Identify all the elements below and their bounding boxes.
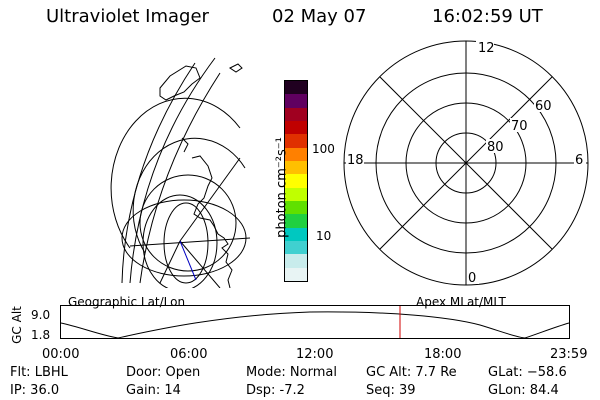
latitude-circle (163, 202, 209, 284)
spacecraft-nadir-line (179, 240, 197, 281)
colorbar-segment (285, 254, 307, 268)
date-label: 02 May 07 (272, 6, 367, 27)
ytick-bottom: 1.8 (31, 328, 51, 342)
longitude-arc (121, 62, 196, 284)
coastline (159, 65, 201, 101)
dsp-status: Dsp: -7.2 (246, 383, 305, 398)
meridian-line (159, 240, 181, 284)
colorbar-segment (285, 120, 307, 135)
meridian-line (179, 240, 221, 288)
colorbar-tick-high: 100 (312, 142, 335, 156)
apex-polar-grid: 12 0 18 6 80 70 60 (343, 40, 589, 286)
mlt-label-0: 0 (468, 271, 476, 286)
xtick-1200: 12:00 (296, 347, 334, 362)
colorbar-segment (285, 200, 307, 215)
colorbar-segment (285, 227, 307, 241)
mode-status: Mode: Normal (246, 365, 337, 380)
mlt-label-18: 18 (347, 153, 364, 168)
gc-alt-status: GC Alt: 7.7 Re (366, 365, 457, 380)
door-status: Door: Open (126, 365, 201, 380)
altitude-curve (60, 311, 570, 339)
mlt-diagonal (379, 76, 553, 250)
colorbar-segment (285, 94, 307, 108)
longitude-arc (129, 57, 216, 284)
xtick-1800: 18:00 (424, 347, 462, 362)
coastline (191, 155, 233, 288)
glon-status: GLon: 84.4 (488, 383, 559, 398)
xtick-0000: 00:00 (42, 347, 80, 362)
colorbar-title: photon cm⁻²s⁻¹ (274, 137, 290, 238)
geographic-map (110, 57, 251, 288)
meridian-line (179, 157, 241, 242)
seq-status: Seq: 39 (366, 383, 416, 398)
meridian-line (129, 237, 251, 247)
altitude-plot (60, 305, 570, 339)
xtick-0600: 06:00 (170, 347, 208, 362)
colorbar-segment (285, 240, 307, 255)
gain-status: Gain: 14 (126, 383, 181, 398)
mlt-label-6: 6 (575, 153, 583, 168)
colorbar-segment (285, 214, 307, 228)
colorbar-segment (285, 134, 307, 148)
lat-label-60: 60 (535, 99, 552, 114)
colorbar-segment (285, 267, 307, 281)
filter-status: Flt: LBHL (10, 365, 68, 380)
coastline (181, 137, 189, 153)
latitude-arc (110, 97, 241, 249)
colorbar (284, 80, 308, 282)
xtick-2359: 23:59 (550, 347, 588, 362)
coastline (229, 63, 243, 73)
mlt-label-12: 12 (478, 41, 495, 56)
glat-status: GLat: −58.6 (488, 365, 567, 380)
lat-label-70: 70 (511, 119, 528, 134)
lat-label-80: 80 (487, 140, 504, 155)
instrument-title: Ultraviolet Imager (46, 6, 209, 27)
ytick-top: 9.0 (31, 308, 51, 322)
latitude-arc (132, 137, 246, 254)
colorbar-segment (285, 81, 307, 95)
ip-status: IP: 36.0 (10, 383, 60, 398)
colorbar-segment (285, 160, 307, 175)
colorbar-segment (285, 107, 307, 121)
plot-frame (60, 305, 570, 339)
time-label: 16:02:59 UT (432, 6, 543, 27)
latitude-circle (142, 194, 218, 288)
colorbar-segment (285, 187, 307, 201)
colorbar-segment (285, 174, 307, 188)
colorbar-tick-low: 10 (316, 229, 332, 243)
colorbar-segment (285, 147, 307, 161)
altitude-axis-label: GC Alt (10, 306, 24, 344)
latitude-circle (139, 174, 237, 272)
